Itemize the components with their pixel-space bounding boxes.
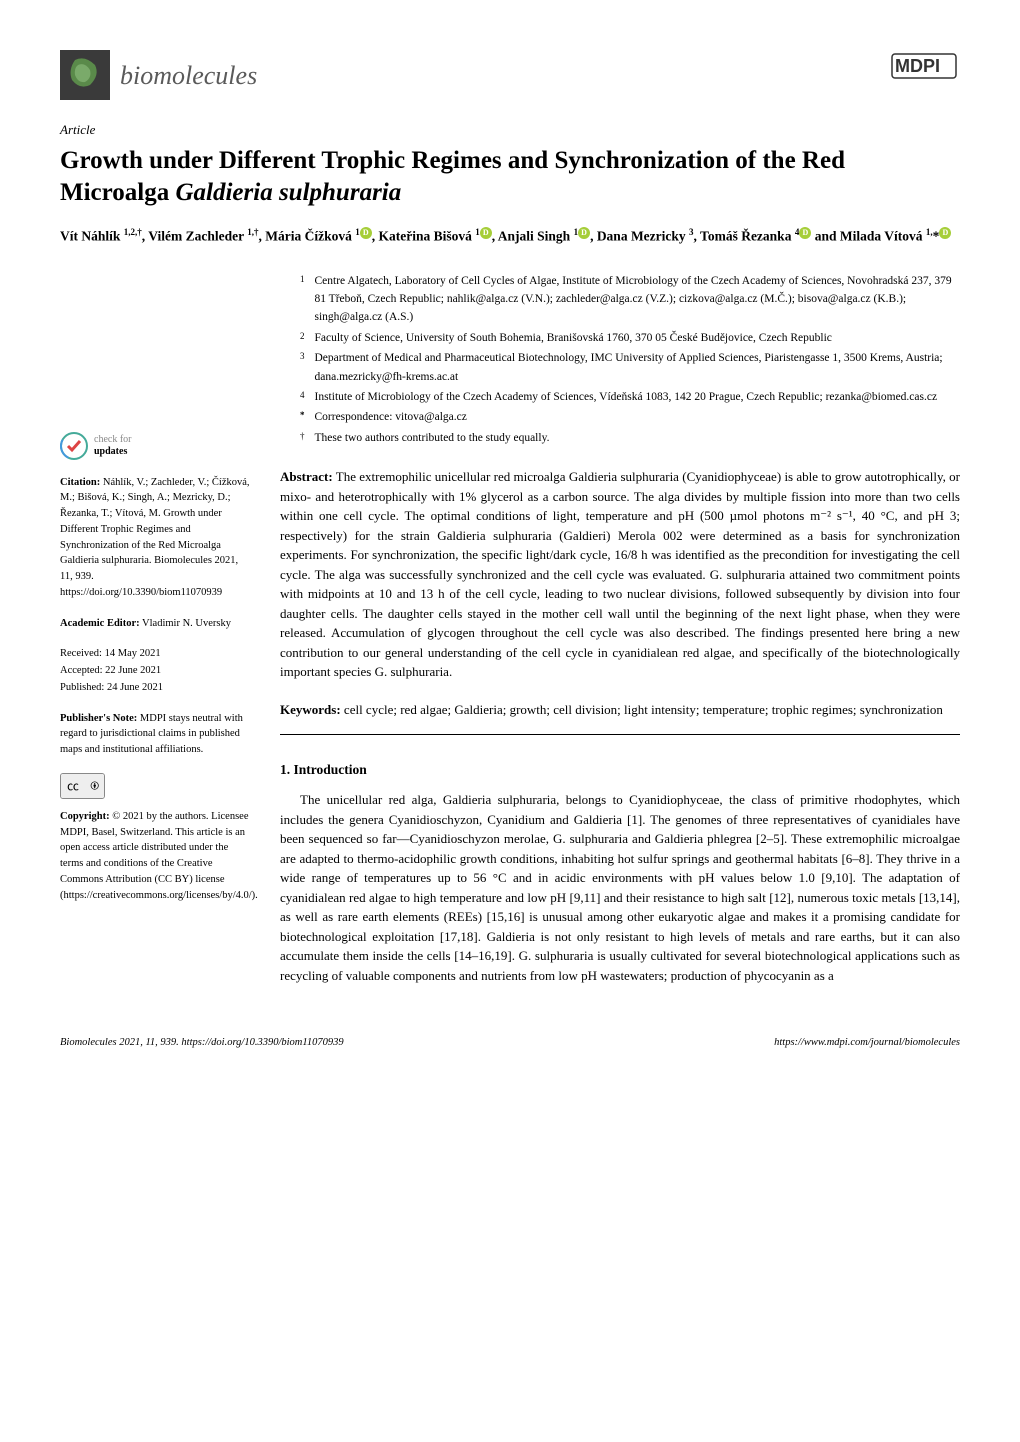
citation-label: Citation: <box>60 477 100 488</box>
affiliation-1: 1Centre Algatech, Laboratory of Cell Cyc… <box>300 272 960 327</box>
aff-num: * <box>300 408 305 426</box>
two-column-layout: check for updates Citation: Náhlík, V.; … <box>60 272 960 986</box>
journal-logo: biomolecules <box>60 50 257 100</box>
aff-num: 2 <box>300 329 305 347</box>
footer-left: Biomolecules 2021, 11, 939. https://doi.… <box>60 1035 344 1051</box>
pubnote-label: Publisher's Note: <box>60 713 137 724</box>
orcid-icon: D <box>578 227 590 239</box>
aff-text: These two authors contributed to the stu… <box>315 429 550 447</box>
check-updates[interactable]: check for updates <box>60 432 250 460</box>
main-content: 1Centre Algatech, Laboratory of Cell Cyc… <box>280 272 960 986</box>
published-date: Published: 24 June 2021 <box>60 680 250 696</box>
keywords-text: cell cycle; red algae; Galdieria; growth… <box>341 702 943 717</box>
section-1-heading: 1. Introduction <box>280 760 960 780</box>
citation-block: Citation: Náhlík, V.; Zachleder, V.; Číž… <box>60 475 250 601</box>
intro-paragraph: The unicellular red alga, Galdieria sulp… <box>280 790 960 985</box>
orcid-icon: D <box>480 227 492 239</box>
correspondence: * Correspondence: vitova@alga.cz <box>300 408 960 426</box>
abstract-label: Abstract: <box>280 469 333 484</box>
orcid-icon: D <box>360 227 372 239</box>
aff-num: † <box>300 429 305 447</box>
accepted-date: Accepted: 22 June 2021 <box>60 663 250 679</box>
header-row: biomolecules MDPI <box>60 50 960 100</box>
svg-text:MDPI: MDPI <box>895 56 940 76</box>
cc-icon: ㏄ <box>61 774 85 798</box>
abstract: Abstract: The extremophilic unicellular … <box>280 467 960 682</box>
editor-name: Vladimir N. Uversky <box>140 618 231 629</box>
received-date: Received: 14 May 2021 <box>60 646 250 662</box>
title-species: Galdieria sulphuraria <box>175 179 401 206</box>
affiliation-2: 2 Faculty of Science, University of South… <box>300 329 960 347</box>
copyright-block: Copyright: © 2021 by the authors. Licens… <box>60 809 250 904</box>
aff-text: Correspondence: vitova@alga.cz <box>315 408 467 426</box>
orcid-icon: D <box>799 227 811 239</box>
affiliations: 1Centre Algatech, Laboratory of Cell Cyc… <box>280 272 960 448</box>
affiliation-4: 4 Institute of Microbiology of the Czech … <box>300 388 960 406</box>
aff-text: Faculty of Science, University of South … <box>315 329 832 347</box>
equal-contribution: † These two authors contributed to the st… <box>300 429 960 447</box>
aff-num: 1 <box>300 272 305 327</box>
article-title: Growth under Different Trophic Regimes a… <box>60 145 960 210</box>
aff-text: Institute of Microbiology of the Czech A… <box>315 388 938 406</box>
footer-right: https://www.mdpi.com/journal/biomolecule… <box>774 1035 960 1051</box>
check-updates-icon <box>60 432 88 460</box>
publishers-note: Publisher's Note: MDPI stays neutral wit… <box>60 711 250 758</box>
journal-name: biomolecules <box>120 56 257 95</box>
abstract-text: The extremophilic unicellular red microa… <box>280 469 960 679</box>
article-type: Article <box>60 120 960 140</box>
citation-text: Náhlík, V.; Zachleder, V.; Čížková, M.; … <box>60 477 250 598</box>
editor-block: Academic Editor: Vladimir N. Uversky <box>60 616 250 632</box>
aff-text: Department of Medical and Pharmaceutical… <box>315 349 961 386</box>
check-line1: check for <box>94 434 131 446</box>
copyright-text: © 2021 by the authors. Licensee MDPI, Ba… <box>60 811 258 901</box>
check-line2: updates <box>94 446 131 458</box>
biomolecules-logo-icon <box>60 50 110 100</box>
page-footer: Biomolecules 2021, 11, 939. https://doi.… <box>60 1035 960 1051</box>
aff-text: Centre Algatech, Laboratory of Cell Cycl… <box>315 272 961 327</box>
dates-block: Received: 14 May 2021 Accepted: 22 June … <box>60 646 250 695</box>
publisher-logo: MDPI <box>890 50 960 86</box>
aff-num: 3 <box>300 349 305 386</box>
keywords-label: Keywords: <box>280 702 341 717</box>
editor-label: Academic Editor: <box>60 618 140 629</box>
authors-list: Vít Náhlík 1,2,†, Vilém Zachleder 1,†, M… <box>60 225 960 247</box>
affiliation-3: 3 Department of Medical and Pharmaceutica… <box>300 349 960 386</box>
cc-license-badge: ㏄ 🅯 <box>60 773 250 799</box>
copyright-label: Copyright: <box>60 811 110 822</box>
aff-num: 4 <box>300 388 305 406</box>
keywords: Keywords: cell cycle; red algae; Galdier… <box>280 700 960 736</box>
sidebar: check for updates Citation: Náhlík, V.; … <box>60 272 250 986</box>
by-icon: 🅯 <box>85 774 104 798</box>
orcid-icon: D <box>939 227 951 239</box>
check-updates-text: check for updates <box>94 434 131 458</box>
